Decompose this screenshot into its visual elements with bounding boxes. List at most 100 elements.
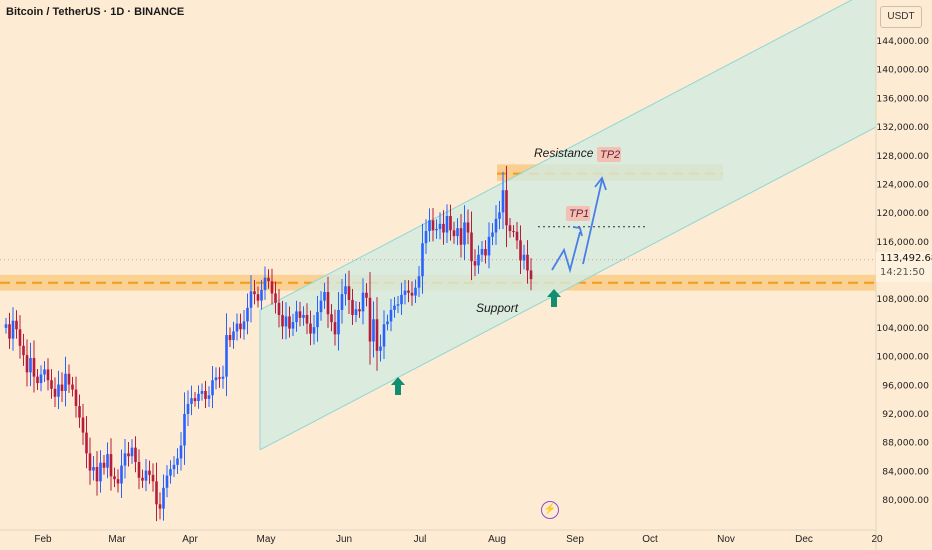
tp2-label[interactable]: TP2	[600, 149, 620, 161]
candle-body	[267, 277, 270, 282]
price-tick-label: 100,000.00	[876, 352, 929, 363]
candle-body	[382, 324, 386, 347]
price-tick-label: 84,000.00	[882, 466, 929, 477]
candle-body	[183, 413, 186, 446]
candle-body	[11, 320, 15, 339]
time-axis-label: Feb	[34, 534, 52, 545]
candle-body	[32, 357, 36, 377]
price-tick-label: 88,000.00	[882, 438, 929, 449]
time-axis-label: Apr	[182, 534, 198, 545]
candle-body	[347, 286, 351, 300]
candle-body	[477, 254, 480, 266]
candle-body	[165, 475, 169, 488]
candle-body	[8, 324, 11, 339]
candle-body	[106, 454, 109, 468]
candle-body	[333, 322, 337, 335]
candle-body	[351, 299, 354, 315]
candle-body	[424, 231, 428, 244]
candle-body	[438, 223, 442, 229]
candle-body	[435, 228, 438, 231]
candle-body	[60, 384, 64, 391]
price-tick-label: 128,000.00	[876, 151, 929, 162]
candle-body	[463, 222, 466, 245]
candle-body	[64, 373, 67, 391]
candle-body	[144, 470, 148, 481]
candle-body	[309, 323, 312, 334]
projection-path-tp1[interactable]	[551, 231, 581, 274]
candle-body	[410, 292, 414, 296]
candle-body	[274, 293, 277, 303]
candle-body	[365, 292, 368, 298]
candle-body	[113, 476, 116, 480]
candle-body	[74, 389, 78, 407]
candle-body	[473, 261, 477, 266]
channel-fill	[260, 0, 876, 450]
candle-body	[431, 220, 435, 231]
candle-body	[358, 309, 361, 312]
candle-body	[78, 406, 81, 418]
candle-body	[81, 417, 85, 433]
candle-body	[225, 335, 228, 377]
bolt-icon[interactable]: ⚡	[541, 501, 559, 519]
candle-body	[15, 320, 18, 330]
candle-body	[386, 321, 389, 325]
candle-body	[529, 270, 533, 280]
candle-body	[491, 232, 494, 237]
candle-body	[246, 307, 249, 322]
candle-body	[466, 222, 470, 233]
price-tick-label: 140,000.00	[876, 65, 929, 76]
candle-body	[456, 228, 459, 237]
candle-body	[92, 467, 95, 471]
candle-body	[414, 287, 417, 296]
candle-body	[344, 286, 347, 295]
candle-body	[253, 291, 256, 295]
resistance-label: Resistance	[534, 146, 594, 160]
candle-body	[354, 309, 358, 315]
candle-body	[319, 300, 323, 313]
channel-lower-line[interactable]	[259, 126, 877, 451]
candle-body	[277, 302, 281, 315]
price-tick-label: 124,000.00	[876, 179, 929, 190]
candle-body	[172, 464, 176, 470]
time-axis-label: Sep	[566, 534, 584, 545]
candle-body	[123, 453, 127, 466]
projection-path-tp2[interactable]	[582, 179, 603, 265]
time-axis-label: Jul	[414, 534, 427, 545]
candle-body	[396, 304, 400, 306]
candle-body	[120, 465, 123, 484]
time-axis-label: Jun	[336, 534, 352, 545]
candle-body	[221, 376, 225, 379]
candle-body	[137, 461, 141, 478]
currency-selector[interactable]: USDT	[880, 6, 922, 28]
candle-body	[200, 390, 204, 394]
current-price-value: 113,492.68	[880, 253, 932, 264]
candle-body	[442, 223, 445, 233]
candle-body	[134, 447, 137, 462]
candle-body	[379, 346, 382, 351]
channel-upper-line[interactable]	[259, 0, 876, 311]
candle-body	[25, 355, 29, 373]
current-price-badge: 113,492.68 14:21:50	[876, 252, 932, 282]
candle-body	[522, 254, 526, 261]
candle-body	[326, 292, 330, 315]
candle-body	[232, 331, 235, 341]
candle-body	[214, 377, 218, 381]
candle-body	[130, 447, 134, 457]
time-axis-label: Nov	[717, 534, 735, 545]
candle-body	[260, 289, 263, 301]
candle-body	[291, 322, 295, 329]
candle-body	[207, 395, 211, 399]
time-axis-label: Mar	[108, 534, 126, 545]
candle-body	[102, 462, 106, 468]
candle-body	[22, 345, 25, 356]
candle-body	[330, 314, 333, 323]
candle-body	[109, 454, 113, 477]
candle-body	[39, 374, 43, 384]
candle-body	[508, 225, 512, 232]
tp1-label[interactable]: TP1	[569, 208, 589, 220]
candle-body	[389, 309, 393, 322]
candle-body	[50, 380, 53, 389]
time-axis-label: May	[257, 534, 276, 545]
